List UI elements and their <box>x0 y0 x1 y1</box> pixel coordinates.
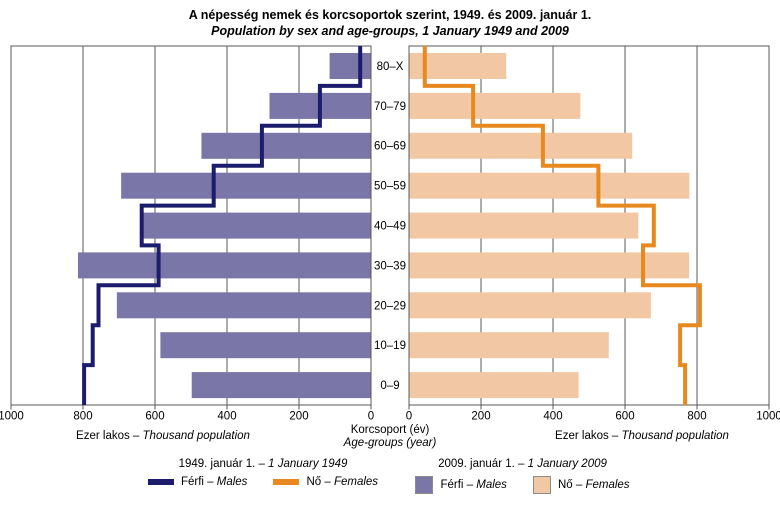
females-label-en: Females <box>585 479 630 491</box>
left-axis-caption-hu: Ezer lakos – <box>76 430 140 442</box>
legend-label-males-1949: Férfi – Males <box>181 476 247 488</box>
females2009-bar <box>409 292 651 319</box>
males2009-bar <box>160 332 371 359</box>
legend-item-females-2009: Nő – Females <box>532 476 630 494</box>
right-plot-border <box>408 45 770 406</box>
chart-title-english: Population by sex and age-groups, 1 Janu… <box>211 24 569 38</box>
tick-label: 800 <box>687 411 706 423</box>
males2009-bar <box>121 172 371 199</box>
age-group-label: 30–39 <box>374 260 406 272</box>
females-2009-bar-swatch-icon <box>532 476 551 494</box>
age-axis-caption-en: Age-groups (year) <box>343 437 437 449</box>
tick-label: 200 <box>471 411 490 423</box>
tick-label: 200 <box>289 411 308 423</box>
males-1949-line-swatch-icon <box>147 479 174 485</box>
females2009-bar <box>409 332 609 359</box>
legend-items-1949: Férfi – Males Nő – Females <box>108 476 418 488</box>
females1949-step-line <box>422 46 702 405</box>
legend-group-2009: 2009. január 1. – 1 January 2009 Férfi –… <box>390 458 655 494</box>
legend-header-2009-hu: 2009. január 1. – <box>438 458 525 470</box>
females-label-hu: Nő – <box>306 476 331 488</box>
females-label-en: Females <box>333 476 379 488</box>
tick-label: 1000 <box>0 411 24 423</box>
females2009-bar <box>409 132 633 159</box>
legend-header-2009: 2009. január 1. – 1 January 2009 <box>390 458 655 470</box>
legend-label-females-2009: Nő – Females <box>558 479 630 491</box>
males-label-hu: Férfi – <box>440 479 474 491</box>
males-label-en: Males <box>476 479 507 491</box>
females-1949-line-swatch-icon <box>273 479 300 485</box>
males2009-bar <box>329 53 371 79</box>
age-group-label: 0–9 <box>380 380 399 392</box>
age-group-label: 70–79 <box>374 101 406 113</box>
legend-header-2009-en: 1 January 2009 <box>527 458 607 470</box>
legend-header-1949-hu: 1949. január 1. – <box>178 458 265 470</box>
legend-item-males-2009: Férfi – Males <box>415 476 507 494</box>
females-label-hu: Nő – <box>557 479 583 491</box>
age-group-label: 10–19 <box>374 340 406 352</box>
pyramid-chart-svg: 1000 800 600 400 200 0 0 200 400 600 800 1000 80–X 70… <box>0 45 780 423</box>
legend-item-females-1949: Nő – Females <box>273 476 378 488</box>
tick-label: 600 <box>615 411 634 423</box>
left-axis-caption: Ezer lakos – Thousand population <box>63 430 263 443</box>
tick-label: 1000 <box>756 411 780 423</box>
males1949-step-line <box>82 46 363 405</box>
males2009-bar <box>77 252 371 279</box>
age-group-label: 40–49 <box>374 221 406 233</box>
title-block: A népesség nemek és korcsoportok szerint… <box>0 0 780 39</box>
age-group-label: 20–29 <box>374 300 406 312</box>
legend-header-1949: 1949. január 1. – 1 January 1949 <box>108 458 418 470</box>
males2009-bar <box>142 212 371 239</box>
tick-label: 400 <box>217 411 236 423</box>
legend-items-2009: Férfi – Males Nő – Females <box>390 476 655 494</box>
middle-axis-caption: Korcsoport (év) Age-groups (year) <box>315 424 465 450</box>
age-group-label: 80–X <box>377 61 404 73</box>
females2009-bar <box>409 252 690 279</box>
age-group-label: 60–69 <box>374 141 406 153</box>
right-axis-caption-hu: Ezer lakos – <box>555 430 619 442</box>
males2009-bar <box>201 132 372 159</box>
tick-label: 0 <box>406 411 412 423</box>
males-label-hu: Férfi – <box>180 476 214 488</box>
chart-title-hungarian: A népesség nemek és korcsoportok szerint… <box>188 8 592 22</box>
legend-label-females-1949: Nő – Females <box>306 476 378 488</box>
females2009-bar <box>409 372 579 399</box>
tick-label: 800 <box>73 411 92 423</box>
tick-label: 0 <box>368 411 374 423</box>
tick-label: 400 <box>543 411 562 423</box>
tick-label: 600 <box>145 411 164 423</box>
legend-label-males-2009: Férfi – Males <box>440 479 506 491</box>
right-axis-caption: Ezer lakos – Thousand population <box>542 430 742 443</box>
females2009-bar <box>409 92 581 119</box>
left-plot-border <box>10 45 372 406</box>
age-axis-caption-hu: Korcsoport (év) <box>350 424 430 436</box>
females2009-bar <box>409 172 690 199</box>
age-group-label: 50–59 <box>374 181 406 193</box>
right-axis-caption-en: Thousand population <box>621 430 729 442</box>
legend-group-1949: 1949. január 1. – 1 January 1949 Férfi –… <box>108 458 418 488</box>
legend-item-males-1949: Férfi – Males <box>147 476 247 488</box>
females2009-bar <box>409 212 639 239</box>
males2009-bar <box>116 292 372 319</box>
males2009-bar <box>191 372 372 399</box>
males-2009-bar-swatch-icon <box>415 476 434 494</box>
males-label-en: Males <box>216 476 248 488</box>
legend-header-1949-en: 1 January 1949 <box>268 458 348 470</box>
left-axis-caption-en: Thousand population <box>142 430 250 442</box>
